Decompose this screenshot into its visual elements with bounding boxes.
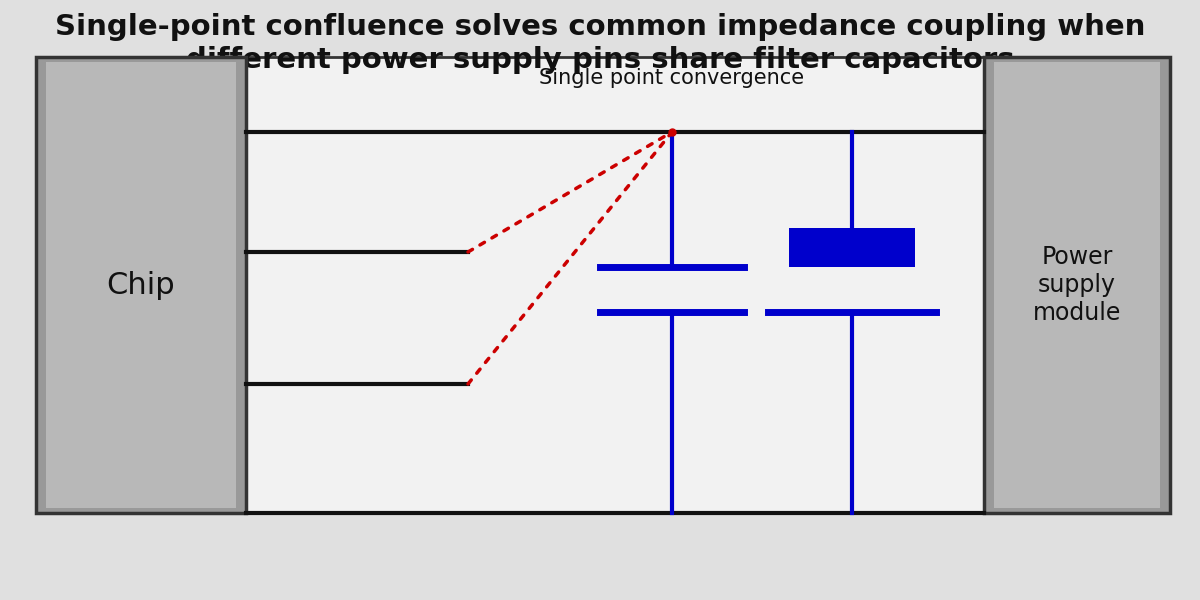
Text: Single-point confluence solves common impedance coupling when
different power su: Single-point confluence solves common im… — [55, 13, 1145, 74]
Text: Chip: Chip — [107, 271, 175, 299]
Bar — [36, 57, 246, 513]
Bar — [246, 57, 984, 513]
Bar — [790, 228, 916, 267]
Bar — [46, 62, 236, 508]
Text: Power
supply
module: Power supply module — [1033, 245, 1121, 325]
Polygon shape — [516, 132, 984, 513]
Bar — [984, 57, 1170, 513]
Bar — [994, 62, 1160, 508]
Text: Single point convergence: Single point convergence — [540, 68, 804, 88]
